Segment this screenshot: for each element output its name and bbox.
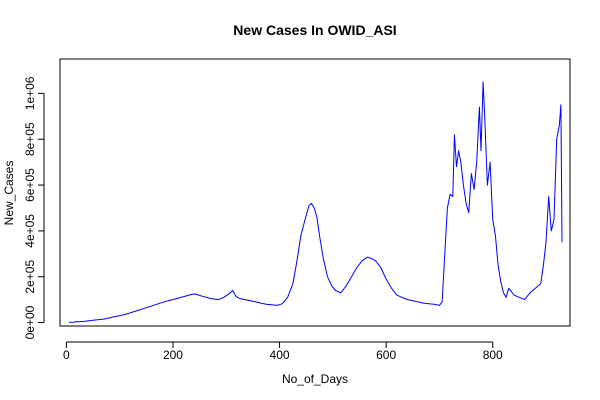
x-axis: 0 200 400 600 800 [63, 341, 503, 362]
x-axis-label: No_of_Days [282, 372, 348, 386]
x-tick-label: 400 [270, 348, 290, 362]
y-axis-label: New_Cases [2, 161, 16, 226]
y-tick-label: 2e+05 [23, 260, 37, 294]
x-tick-label: 600 [376, 348, 396, 362]
series-line [69, 81, 563, 323]
y-tick-label: 0e+00 [23, 305, 37, 339]
plot-frame [59, 58, 571, 327]
y-axis: 0e+00 2e+05 4e+05 6e+05 8e+05 1e+06 [23, 76, 45, 339]
chart-title: New Cases In OWID_ASI [233, 22, 396, 38]
x-tick-label: 0 [63, 348, 70, 362]
y-tick-label: 6e+05 [23, 168, 37, 202]
y-tick-label: 1e+06 [23, 76, 37, 110]
y-tick-label: 4e+05 [23, 214, 37, 248]
y-tick-label: 8e+05 [23, 122, 37, 156]
x-tick-label: 200 [163, 348, 183, 362]
x-tick-label: 800 [483, 348, 503, 362]
series-layer [69, 81, 563, 323]
